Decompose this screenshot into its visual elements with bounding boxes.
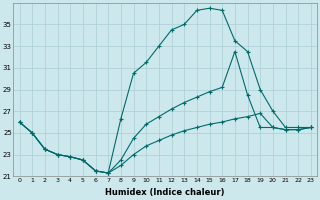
X-axis label: Humidex (Indice chaleur): Humidex (Indice chaleur)	[106, 188, 225, 197]
